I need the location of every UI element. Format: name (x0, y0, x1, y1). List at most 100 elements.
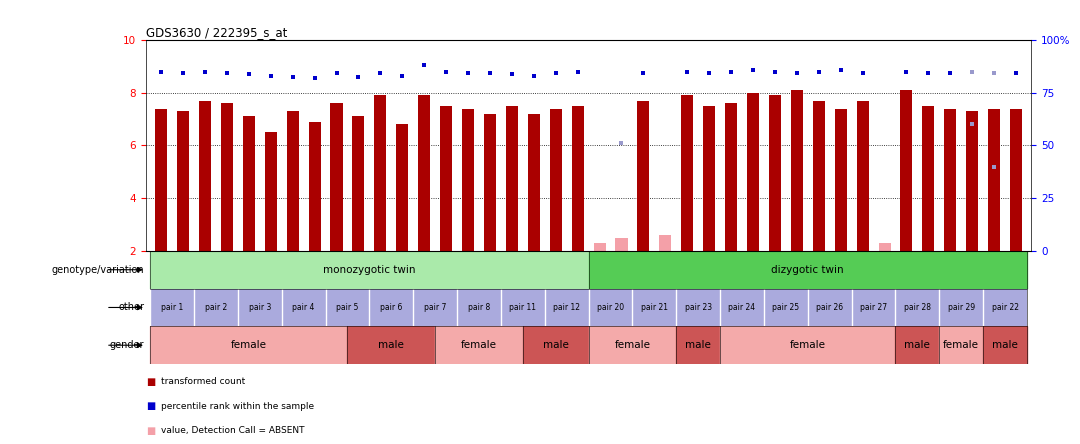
Bar (791, 90, 802, 251)
Text: ■: ■ (146, 426, 156, 436)
Bar (199, 101, 211, 251)
Text: value, Detection Call = ABSENT: value, Detection Call = ABSENT (161, 426, 305, 435)
Text: pair 1: pair 1 (161, 303, 184, 312)
Bar (435, 326, 523, 364)
Text: pair 21: pair 21 (640, 303, 667, 312)
Text: female: female (943, 340, 980, 350)
Bar (462, 108, 474, 251)
Bar (150, 289, 194, 326)
Bar (484, 114, 496, 251)
Bar (633, 289, 676, 326)
Text: female: female (231, 340, 267, 350)
Text: pair 7: pair 7 (424, 303, 446, 312)
Text: pair 22: pair 22 (991, 303, 1018, 312)
Bar (852, 289, 895, 326)
Text: male: male (993, 340, 1018, 350)
Bar (550, 108, 562, 251)
Text: female: female (461, 340, 497, 350)
Bar (895, 326, 940, 364)
Text: pair 20: pair 20 (597, 303, 624, 312)
Bar (940, 326, 983, 364)
Text: pair 29: pair 29 (947, 303, 975, 312)
Text: pair 5: pair 5 (336, 303, 359, 312)
Text: pair 28: pair 28 (904, 303, 931, 312)
Bar (720, 289, 764, 326)
Bar (457, 289, 501, 326)
Text: pair 4: pair 4 (293, 303, 314, 312)
Bar (878, 243, 891, 251)
Bar (348, 326, 435, 364)
Text: pair 8: pair 8 (468, 303, 490, 312)
Bar (1010, 108, 1022, 251)
Bar (983, 289, 1027, 326)
Bar (764, 289, 808, 326)
Bar (309, 122, 321, 251)
Bar (352, 116, 364, 251)
Bar (659, 235, 672, 251)
Bar (238, 289, 282, 326)
Text: pair 3: pair 3 (248, 303, 271, 312)
Bar (589, 289, 633, 326)
Bar (177, 111, 189, 251)
Bar (725, 103, 738, 251)
Text: percentile rank within the sample: percentile rank within the sample (161, 402, 314, 411)
Bar (243, 116, 255, 251)
Bar (589, 326, 676, 364)
Text: pair 25: pair 25 (772, 303, 799, 312)
Bar (221, 103, 233, 251)
Bar (983, 326, 1027, 364)
Bar (720, 326, 895, 364)
Bar (940, 289, 983, 326)
Bar (194, 289, 238, 326)
Bar (544, 289, 589, 326)
Bar (901, 90, 913, 251)
Bar (637, 101, 649, 251)
Text: pair 26: pair 26 (816, 303, 843, 312)
Bar (703, 106, 715, 251)
Bar (769, 95, 781, 251)
Bar (835, 108, 847, 251)
Text: pair 12: pair 12 (553, 303, 580, 312)
Text: pair 2: pair 2 (205, 303, 227, 312)
Bar (505, 106, 518, 251)
Text: GDS3630 / 222395_s_at: GDS3630 / 222395_s_at (146, 26, 287, 39)
Text: gender: gender (109, 340, 144, 350)
Text: pair 6: pair 6 (380, 303, 403, 312)
Text: ■: ■ (146, 377, 156, 387)
Bar (396, 124, 408, 251)
Text: pair 23: pair 23 (685, 303, 712, 312)
Bar (440, 106, 453, 251)
Bar (375, 95, 387, 251)
Text: female: female (615, 340, 650, 350)
Bar (150, 251, 589, 289)
Bar (414, 289, 457, 326)
Text: male: male (378, 340, 404, 350)
Bar (325, 289, 369, 326)
Bar (676, 326, 720, 364)
Text: pair 24: pair 24 (729, 303, 756, 312)
Bar (369, 289, 414, 326)
Bar (988, 108, 1000, 251)
Bar (594, 243, 606, 251)
Bar (286, 111, 299, 251)
Text: transformed count: transformed count (161, 377, 245, 386)
Bar (676, 289, 720, 326)
Bar (523, 326, 589, 364)
Bar (856, 101, 868, 251)
Text: male: male (686, 340, 711, 350)
Bar (418, 95, 430, 251)
Bar (747, 93, 759, 251)
Bar (944, 108, 956, 251)
Bar (681, 95, 693, 251)
Text: male: male (904, 340, 930, 350)
Text: male: male (543, 340, 569, 350)
Text: other: other (118, 302, 144, 313)
Text: dizygotic twin: dizygotic twin (771, 265, 845, 275)
Text: pair 27: pair 27 (860, 303, 887, 312)
Bar (967, 111, 978, 251)
Bar (528, 114, 540, 251)
Bar (282, 289, 325, 326)
Bar (895, 289, 940, 326)
Bar (330, 103, 342, 251)
Bar (156, 108, 167, 251)
